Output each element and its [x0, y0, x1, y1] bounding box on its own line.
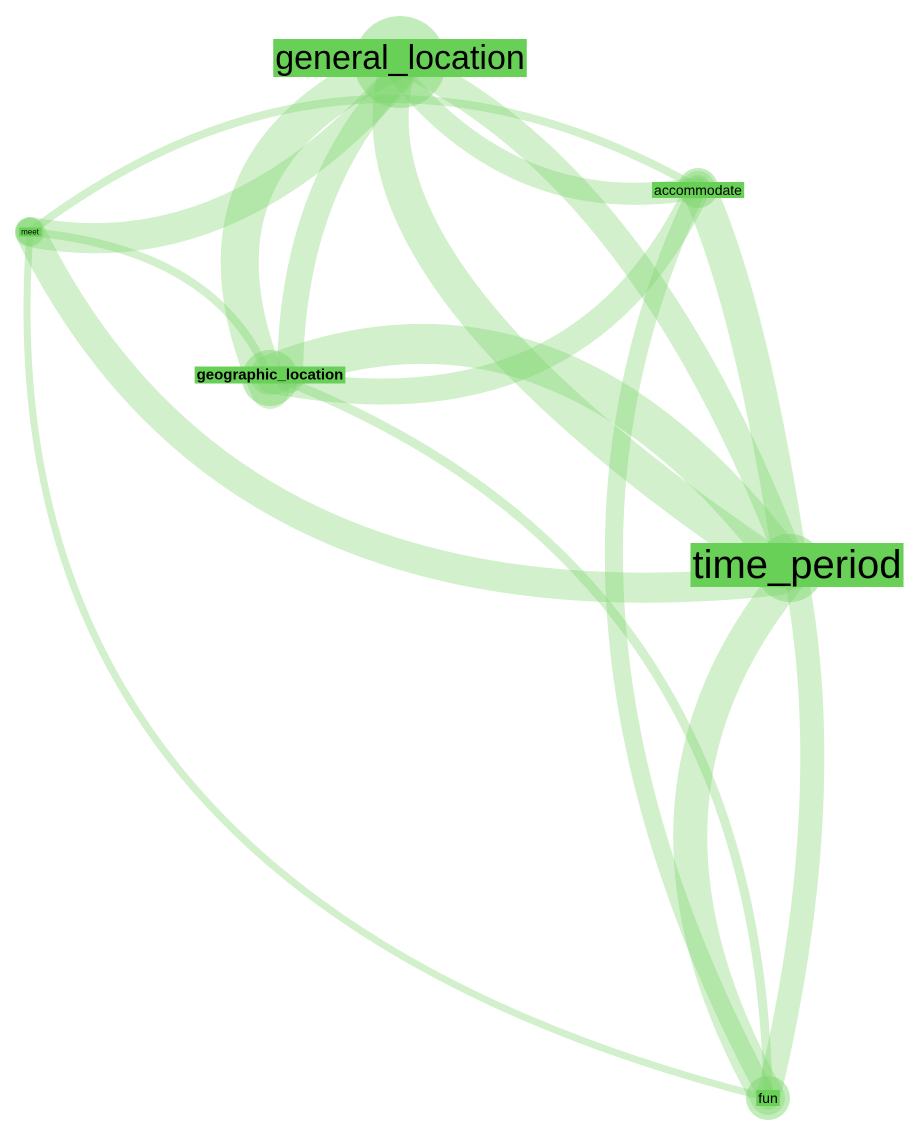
node-label: accommodate — [654, 182, 742, 198]
node: geographic_location — [194, 350, 346, 406]
node: meet — [16, 218, 44, 246]
label-background — [756, 1090, 780, 1106]
edge — [250, 323, 810, 590]
edge — [277, 62, 413, 393]
edge — [220, 41, 419, 409]
edge — [265, 370, 773, 1103]
edge — [15, 217, 795, 603]
nodes: general_location accommodate meet geographi… — [16, 16, 904, 1120]
edge — [604, 179, 777, 1107]
edge — [15, 60, 415, 254]
label-background — [273, 39, 527, 77]
node: accommodate — [652, 168, 745, 208]
node-label: meet — [21, 228, 40, 237]
edge — [673, 553, 812, 1115]
label-background — [19, 227, 42, 237]
node-label: fun — [758, 1090, 777, 1106]
edge — [386, 46, 804, 574]
edge — [681, 171, 807, 577]
edges — [15, 41, 825, 1115]
edge — [23, 228, 772, 1102]
node-label: geographic_location — [197, 367, 344, 384]
edge — [372, 42, 798, 588]
node-label: time_period — [692, 543, 901, 587]
node: fun — [746, 1076, 790, 1120]
node-label: general_location — [275, 39, 525, 77]
edge — [756, 558, 825, 1110]
label-background — [652, 182, 745, 198]
edge — [257, 175, 711, 405]
node: time_period — [690, 534, 904, 602]
edge — [26, 228, 274, 384]
label-background — [690, 543, 904, 587]
node: general_location — [273, 16, 527, 108]
label-background — [194, 366, 346, 384]
edge — [26, 94, 702, 236]
